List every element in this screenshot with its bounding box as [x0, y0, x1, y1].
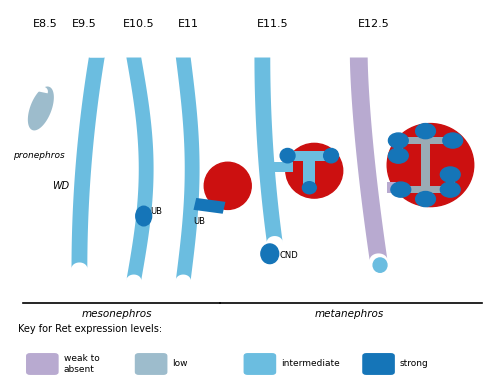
Text: CND: CND — [280, 251, 298, 260]
Polygon shape — [126, 57, 154, 280]
Circle shape — [391, 182, 410, 197]
Ellipse shape — [324, 149, 338, 163]
Text: Key for Ret expression levels:: Key for Ret expression levels: — [18, 324, 162, 334]
Polygon shape — [90, 54, 104, 57]
Polygon shape — [28, 87, 54, 131]
Text: UB: UB — [150, 206, 162, 216]
Text: E10.5: E10.5 — [123, 18, 154, 29]
Circle shape — [388, 133, 408, 148]
Circle shape — [416, 192, 436, 206]
Text: E9.5: E9.5 — [72, 18, 96, 29]
Circle shape — [440, 167, 460, 182]
Circle shape — [440, 182, 460, 197]
Text: low: low — [172, 360, 188, 368]
Text: mesonephros: mesonephros — [81, 309, 152, 319]
Polygon shape — [394, 141, 403, 155]
Text: E12.5: E12.5 — [358, 18, 390, 29]
Polygon shape — [194, 198, 226, 214]
Text: pronephros: pronephros — [12, 151, 64, 160]
Polygon shape — [350, 57, 388, 260]
Text: MM: MM — [217, 177, 236, 187]
Text: strong: strong — [400, 360, 428, 368]
Polygon shape — [388, 182, 396, 193]
Polygon shape — [401, 186, 450, 193]
FancyBboxPatch shape — [362, 353, 395, 375]
Text: intermediate: intermediate — [281, 360, 340, 368]
Text: E11.5: E11.5 — [256, 18, 288, 29]
Circle shape — [443, 133, 462, 148]
Circle shape — [416, 124, 436, 139]
Ellipse shape — [286, 143, 343, 198]
Ellipse shape — [387, 124, 474, 206]
Ellipse shape — [204, 162, 251, 210]
Polygon shape — [304, 155, 316, 185]
Text: weak to
absent: weak to absent — [64, 354, 100, 374]
Polygon shape — [254, 57, 282, 242]
Polygon shape — [421, 137, 430, 193]
Text: metanephros: metanephros — [314, 309, 384, 319]
Ellipse shape — [302, 182, 316, 194]
Polygon shape — [176, 57, 200, 280]
FancyBboxPatch shape — [244, 353, 276, 375]
Polygon shape — [446, 175, 454, 190]
Ellipse shape — [280, 149, 295, 163]
Text: E11: E11 — [178, 18, 199, 29]
Polygon shape — [288, 151, 331, 160]
Polygon shape — [270, 162, 292, 172]
Text: E8.5: E8.5 — [32, 18, 57, 29]
FancyBboxPatch shape — [26, 353, 58, 375]
Polygon shape — [36, 87, 48, 93]
Text: WD: WD — [52, 181, 70, 191]
Ellipse shape — [373, 258, 387, 272]
Ellipse shape — [261, 244, 278, 264]
Ellipse shape — [136, 206, 152, 226]
Text: UB: UB — [194, 217, 205, 226]
Polygon shape — [72, 57, 104, 268]
FancyBboxPatch shape — [135, 353, 168, 375]
Circle shape — [388, 148, 408, 163]
Polygon shape — [398, 137, 452, 144]
